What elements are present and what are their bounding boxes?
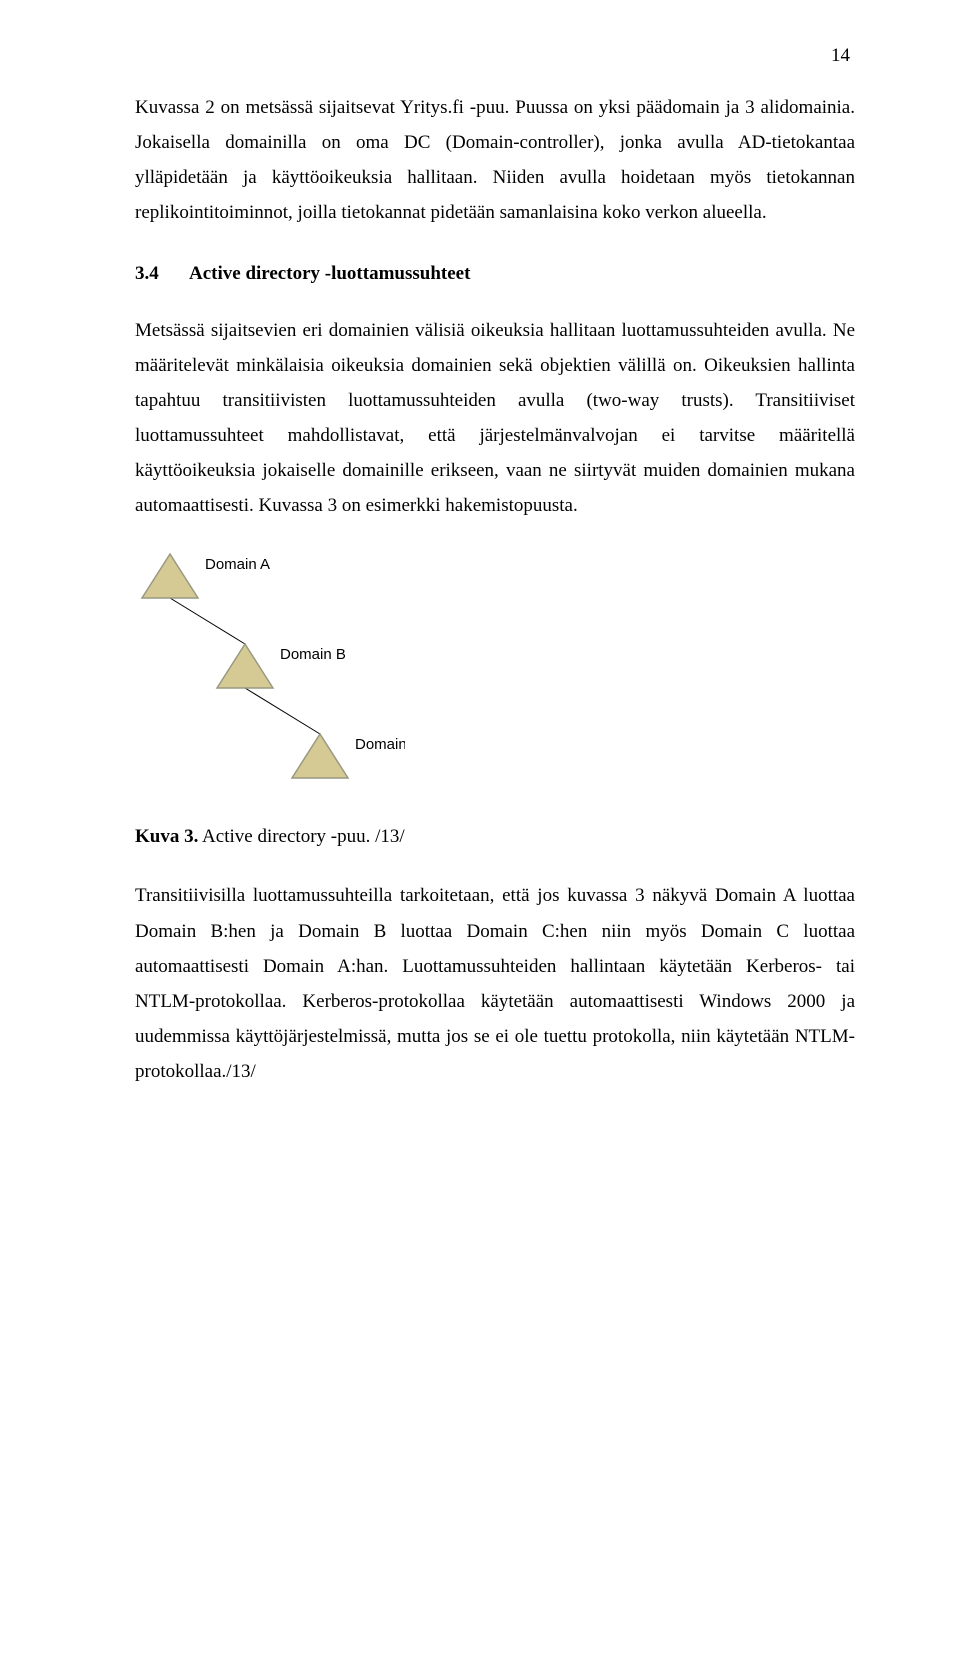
section-title: Active directory -luottamussuhteet bbox=[189, 263, 470, 284]
figure-3-caption: Kuva 3. Active directory -puu. /13/ bbox=[135, 826, 855, 848]
figure-3-ad-tree: Domain A Domain B Domain C bbox=[135, 551, 855, 796]
tree-edge bbox=[170, 598, 245, 644]
section-number: 3.4 bbox=[135, 263, 189, 285]
section-heading-3-4: 3.4Active directory -luottamussuhteet bbox=[135, 263, 855, 285]
domain-node-icon bbox=[142, 554, 198, 598]
paragraph-3: Transitiivisilla luottamussuhteilla tark… bbox=[135, 878, 855, 1089]
page-number: 14 bbox=[831, 45, 850, 67]
paragraph-1: Kuvassa 2 on metsässä sijaitsevat Yritys… bbox=[135, 90, 855, 231]
domain-node-icon bbox=[292, 734, 348, 778]
ad-tree-diagram: Domain A Domain B Domain C bbox=[135, 551, 405, 796]
domain-node-icon bbox=[217, 644, 273, 688]
domain-node-label: Domain A bbox=[205, 556, 270, 573]
paragraph-2: Metsässä sijaitsevien eri domainien väli… bbox=[135, 313, 855, 524]
domain-node-label: Domain C bbox=[355, 736, 405, 753]
domain-node-label: Domain B bbox=[280, 646, 346, 663]
figure-caption-label: Kuva 3. bbox=[135, 826, 198, 847]
document-page: 14 Kuvassa 2 on metsässä sijaitsevat Yri… bbox=[0, 0, 960, 1674]
figure-caption-text: Active directory -puu. /13/ bbox=[198, 826, 404, 847]
tree-edge bbox=[245, 688, 320, 734]
